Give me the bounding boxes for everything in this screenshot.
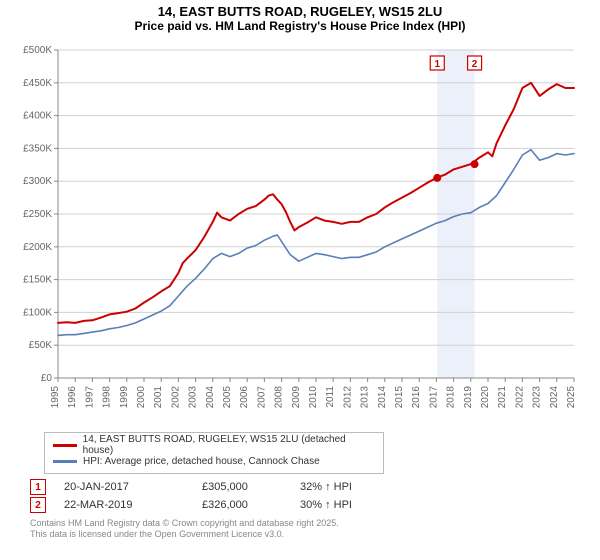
svg-text:2004: 2004 — [205, 386, 216, 409]
svg-text:2001: 2001 — [153, 386, 164, 409]
svg-text:1998: 1998 — [102, 386, 113, 409]
attribution-line: Contains HM Land Registry data © Crown c… — [30, 518, 570, 529]
svg-text:£500K: £500K — [23, 45, 52, 56]
sales-table: 1 20-JAN-2017 £305,000 32% ↑ HPI 2 22-MA… — [30, 478, 570, 514]
svg-text:1997: 1997 — [84, 386, 95, 409]
svg-text:2020: 2020 — [480, 386, 491, 409]
sales-row: 1 20-JAN-2017 £305,000 32% ↑ HPI — [30, 478, 570, 496]
svg-text:£150K: £150K — [23, 275, 52, 286]
svg-text:£100K: £100K — [23, 307, 52, 318]
svg-text:£50K: £50K — [29, 340, 53, 351]
svg-text:1: 1 — [434, 59, 440, 70]
legend-item: 14, EAST BUTTS ROAD, RUGELEY, WS15 2LU (… — [53, 437, 375, 453]
legend-label: HPI: Average price, detached house, Cann… — [83, 456, 320, 467]
svg-text:2018: 2018 — [446, 386, 457, 409]
legend-label: 14, EAST BUTTS ROAD, RUGELEY, WS15 2LU (… — [83, 434, 375, 456]
page-title-subtitle: Price paid vs. HM Land Registry's House … — [0, 19, 600, 33]
sale-pct-vs-hpi: 32% ↑ HPI — [300, 481, 400, 493]
svg-text:2015: 2015 — [394, 386, 405, 409]
svg-text:2024: 2024 — [549, 386, 560, 409]
svg-text:2016: 2016 — [411, 386, 422, 409]
svg-text:2021: 2021 — [497, 386, 508, 409]
svg-text:2000: 2000 — [136, 386, 147, 409]
svg-text:2007: 2007 — [256, 386, 267, 409]
svg-text:£350K: £350K — [23, 143, 52, 154]
attribution: Contains HM Land Registry data © Crown c… — [30, 518, 570, 541]
svg-text:£0: £0 — [41, 373, 53, 384]
svg-text:2025: 2025 — [566, 386, 577, 409]
sale-date: 20-JAN-2017 — [64, 481, 184, 493]
svg-text:2003: 2003 — [188, 386, 199, 409]
svg-text:£250K: £250K — [23, 209, 52, 220]
legend: 14, EAST BUTTS ROAD, RUGELEY, WS15 2LU (… — [44, 432, 384, 474]
svg-text:2012: 2012 — [342, 386, 353, 409]
svg-text:2: 2 — [472, 59, 478, 70]
attribution-line: This data is licensed under the Open Gov… — [30, 529, 570, 540]
svg-text:2023: 2023 — [532, 386, 543, 409]
svg-text:2006: 2006 — [239, 386, 250, 409]
svg-text:2013: 2013 — [360, 386, 371, 409]
sale-marker-badge: 2 — [30, 497, 46, 513]
legend-swatch — [53, 444, 77, 447]
svg-text:2014: 2014 — [377, 386, 388, 409]
svg-text:1996: 1996 — [67, 386, 78, 409]
sale-price: £326,000 — [202, 499, 282, 511]
price-chart: £0 £50K £100K £150K £200K £250K £300K £350K £400… — [20, 44, 580, 424]
sale-date: 22-MAR-2019 — [64, 499, 184, 511]
sale-pct-vs-hpi: 30% ↑ HPI — [300, 499, 400, 511]
legend-swatch — [53, 460, 77, 463]
svg-text:2010: 2010 — [308, 386, 319, 409]
svg-text:2008: 2008 — [274, 386, 285, 409]
page-title-address: 14, EAST BUTTS ROAD, RUGELEY, WS15 2LU — [0, 4, 600, 19]
svg-text:2019: 2019 — [463, 386, 474, 409]
svg-text:£450K: £450K — [23, 78, 52, 89]
svg-text:1999: 1999 — [119, 386, 130, 409]
sale-price: £305,000 — [202, 481, 282, 493]
svg-text:2009: 2009 — [291, 386, 302, 409]
svg-text:£200K: £200K — [23, 242, 52, 253]
svg-text:2002: 2002 — [170, 386, 181, 409]
svg-text:1995: 1995 — [50, 386, 61, 409]
svg-text:2005: 2005 — [222, 386, 233, 409]
svg-text:2017: 2017 — [428, 386, 439, 409]
svg-text:£300K: £300K — [23, 176, 52, 187]
svg-text:2022: 2022 — [514, 386, 525, 409]
svg-text:£400K: £400K — [23, 111, 52, 122]
svg-text:2011: 2011 — [325, 386, 336, 408]
sales-row: 2 22-MAR-2019 £326,000 30% ↑ HPI — [30, 496, 570, 514]
sale-marker-badge: 1 — [30, 479, 46, 495]
